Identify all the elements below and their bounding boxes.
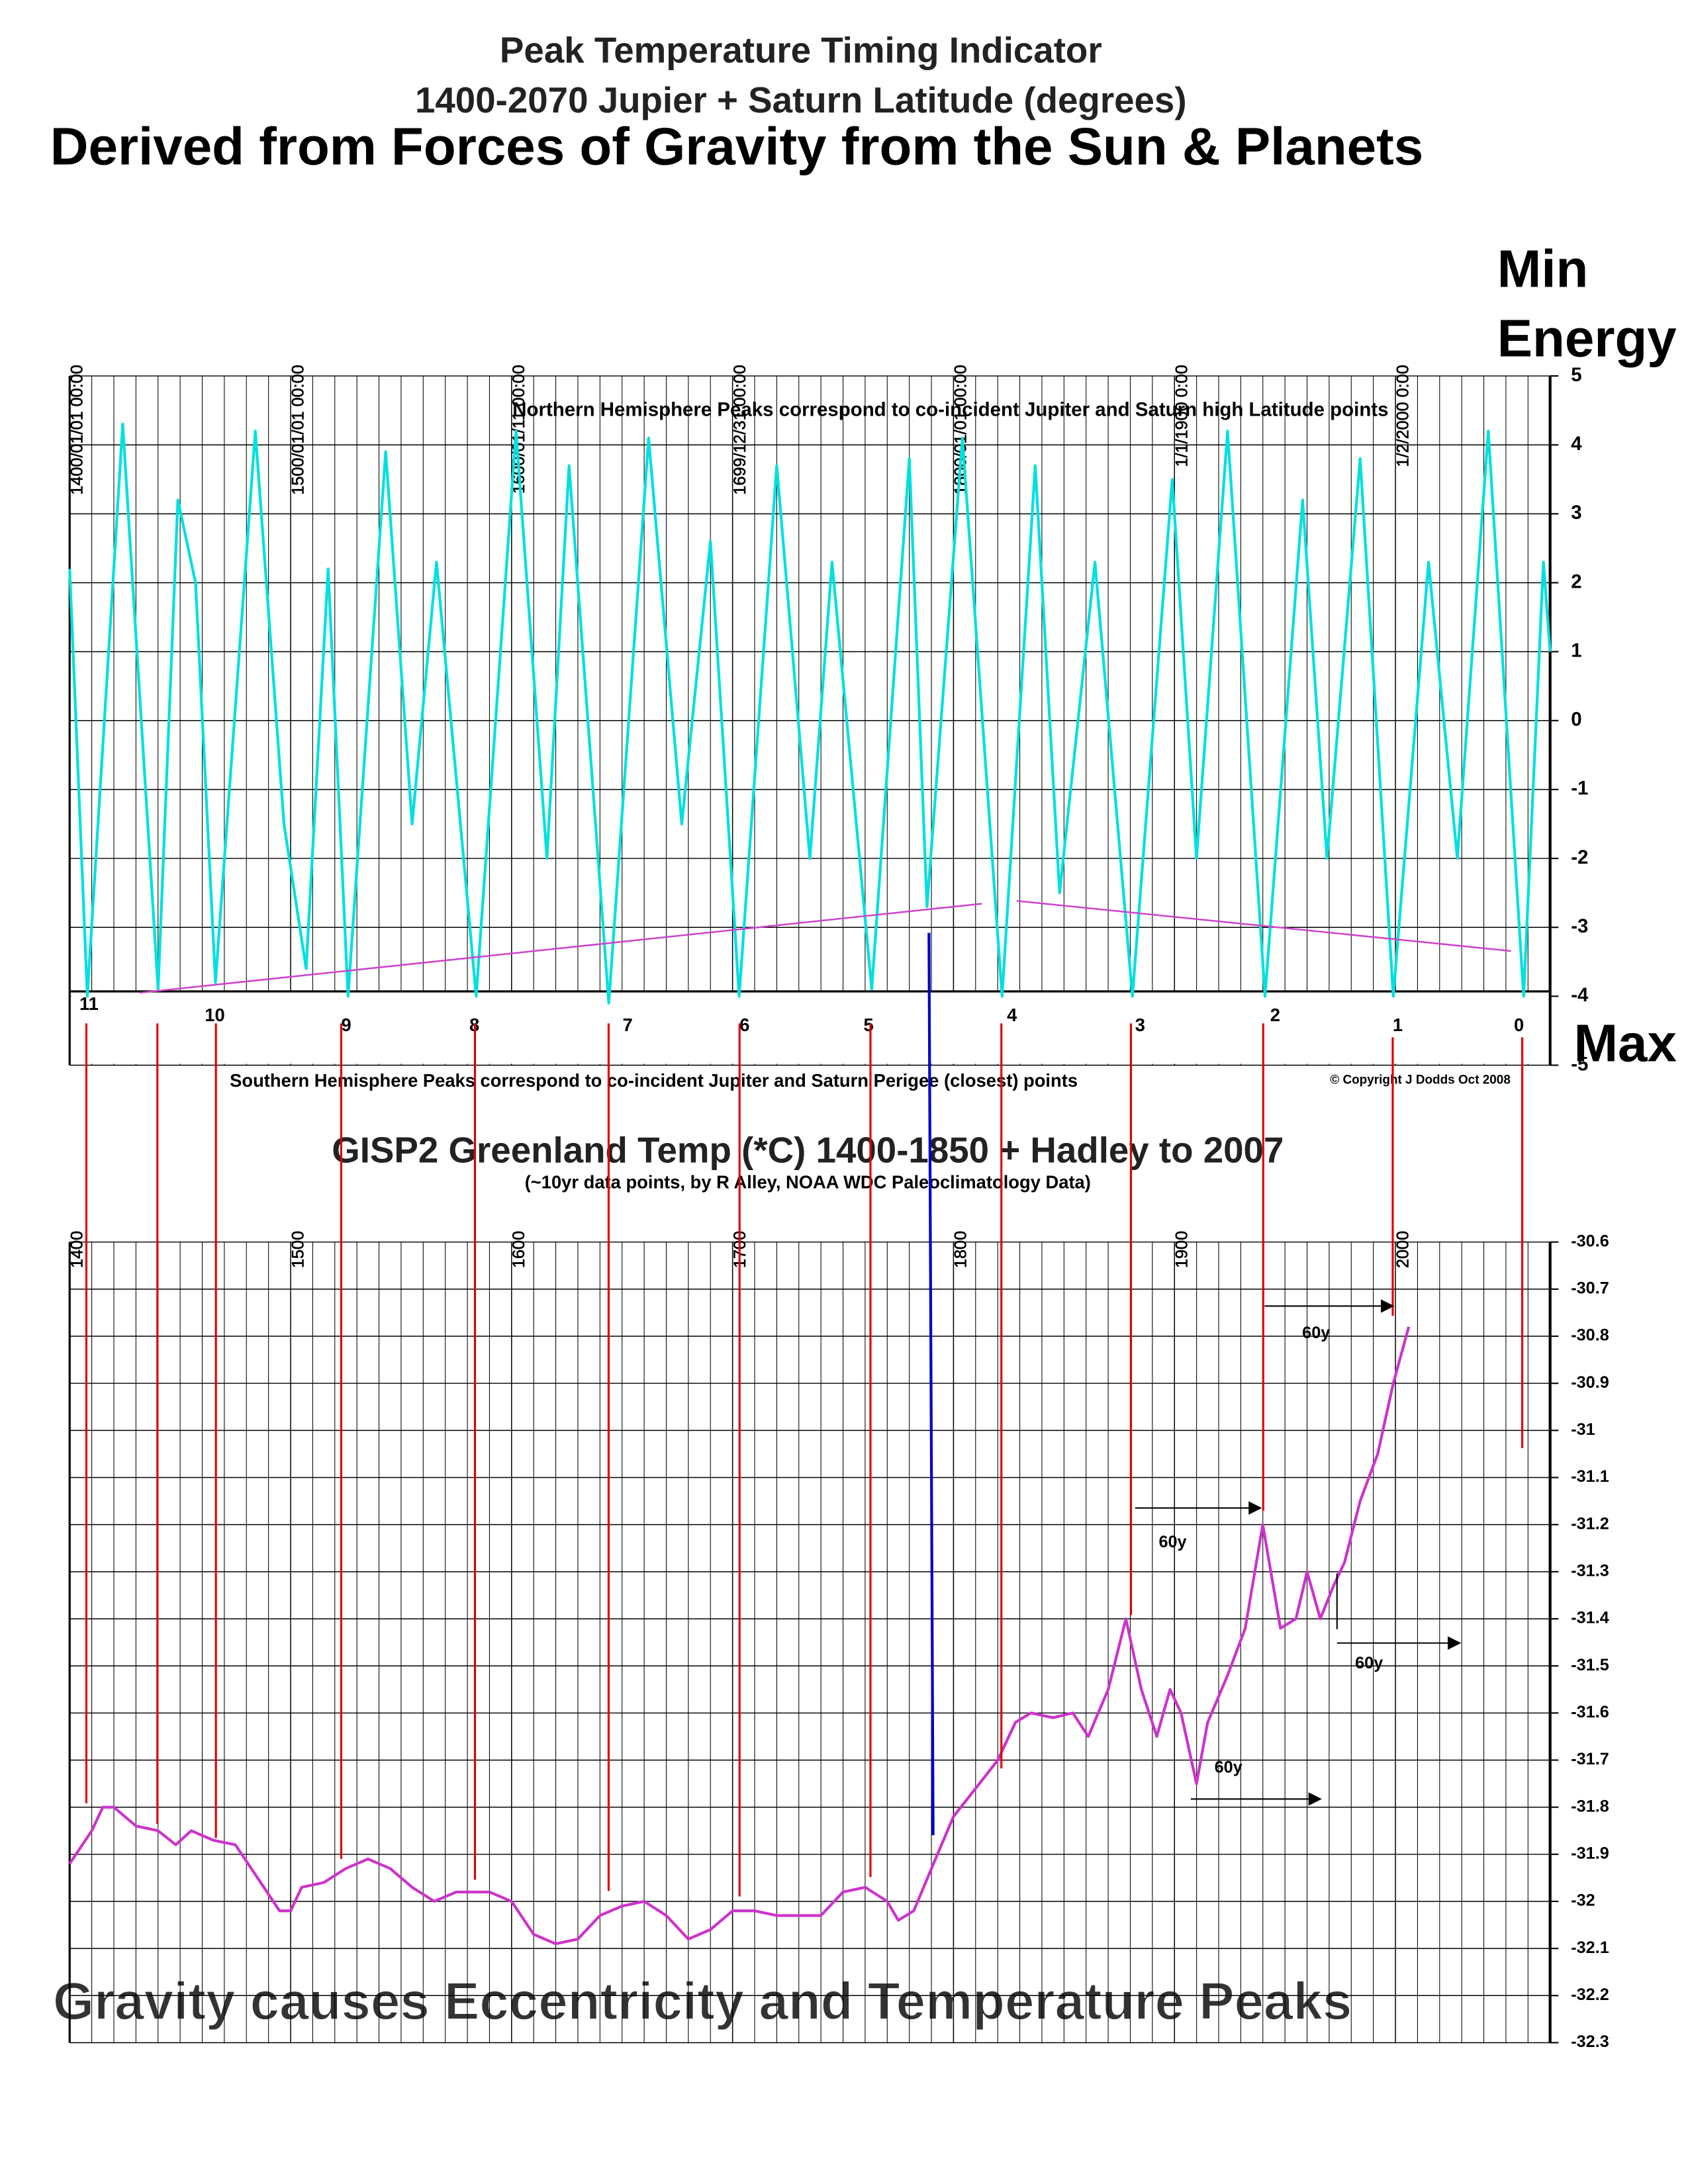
y-tick-label: 0 [1571,709,1581,731]
plot-layer: 1400/01/01 00:00 1500/01/01 00:00 1600/01/… [68,364,1609,2051]
y-tick-label: -4 [1571,984,1589,1006]
y-tick-label: -31.5 [1571,1656,1609,1674]
y-tick-label: -31.3 [1571,1562,1609,1580]
annotation: 60y [1158,1533,1186,1551]
arrow-head [1448,1636,1462,1650]
data-line [68,422,1552,1005]
y-tick-label: -31.9 [1571,1844,1609,1862]
y-tick-label: -30.9 [1571,1373,1609,1392]
x-tick-label: 1400/01/01 00:00 [68,365,87,494]
footer: Gravity causes Eccentricity and Temperat… [53,1972,1352,2030]
annotation: 60y [1302,1324,1330,1342]
y-tick-label: -31.6 [1571,1703,1609,1721]
arrow-head [1248,1501,1262,1515]
y-tick-label: -5 [1571,1053,1588,1075]
y-tick-label: 5 [1571,364,1581,386]
side-label: Min [1497,239,1589,298]
y-tick-label: -3 [1571,915,1588,937]
arrow-head [1381,1299,1395,1313]
y-tick-label: -32 [1571,1891,1595,1910]
y-tick-label: -2 [1571,846,1588,868]
arrow-head [1308,1792,1322,1806]
x-tick-label: 1/1/1900 0:00 [1173,365,1192,467]
trough-label: 4 [1007,1005,1017,1025]
annotation: 60y [1215,1758,1243,1777]
y-tick-label: 2 [1571,570,1581,592]
y-tick-label: 3 [1571,502,1581,523]
subtitle: 1400-2070 Jupier + Saturn Latitude (degr… [415,79,1187,120]
annotation: 60y [1355,1654,1383,1672]
x-tick-label: 1500 [289,1231,307,1268]
arrows [1135,1299,1462,1806]
y-tick-label: -32.3 [1571,2032,1609,2051]
x-tick-label: 1400 [68,1231,87,1268]
y-tick-label: -30.7 [1571,1279,1609,1298]
trough-label: 2 [1270,1005,1280,1025]
data-line [68,1326,1411,1946]
y-tick-label: -31.2 [1571,1514,1609,1533]
y-tick-label: -32.1 [1571,1938,1609,1957]
y-tick-label: 1 [1571,639,1581,661]
y-tick-label: -30.8 [1571,1326,1609,1345]
x-tick-label: 1600 [510,1231,528,1268]
trend-line [139,903,982,994]
x-tick-label: 1900 [1173,1231,1192,1268]
annotation: Northern Hemisphere Peaks correspond to … [512,398,1388,420]
y-tick-label: -31 [1571,1420,1595,1439]
annotation: © Copyright J Dodds Oct 2008 [1330,1073,1511,1087]
trough-label: 11 [79,993,99,1014]
trough-label: 6 [739,1015,749,1035]
trough-label: 9 [341,1015,351,1035]
x-tick-label: 2000 [1393,1231,1412,1268]
y-tick-label: -31.4 [1571,1609,1609,1627]
annotation: Southern Hemisphere Peaks correspond to … [230,1070,1078,1091]
trough-label: 0 [1514,1015,1524,1035]
label-band [71,991,1549,1064]
trend-line [1016,899,1511,952]
heading: Derived from Forces of Gravity from the … [50,116,1423,175]
chart-title: GISP2 Greenland Temp (*C) 1400-1850 + Ha… [332,1129,1284,1170]
side-label: Energy [1497,309,1677,368]
y-tick-label: -32.2 [1571,1985,1609,2004]
x-tick-label: 1800/01/01 00:00 [952,365,970,494]
y-tick-label: -30.6 [1571,1232,1609,1250]
trough-label: 7 [622,1015,632,1035]
x-tick-label: 1699/12/31 00:00 [731,365,749,494]
side-label: Max [1573,1013,1677,1072]
x-tick-label: 1/2/2000 0:00 [1393,365,1412,467]
chart-subtitle: (~10yr data points, by R Alley, NOAA WDC… [525,1172,1091,1193]
marker-line [927,933,935,1835]
trough-label: 1 [1393,1015,1403,1035]
y-tick-label: -31.1 [1571,1467,1609,1486]
y-tick-label: -1 [1571,778,1588,799]
trough-label: 3 [1135,1015,1145,1035]
y-tick-label: -31.8 [1571,1797,1609,1815]
y-tick-label: -31.7 [1571,1750,1609,1768]
trough-label: 5 [863,1015,873,1035]
x-tick-label: 1800 [952,1231,970,1268]
trough-label: 10 [205,1005,224,1025]
y-tick-label: 4 [1571,433,1582,455]
trend-lines [139,899,1511,994]
x-tick-label: 1500/01/01 00:00 [289,365,307,494]
title: Peak Temperature Timing Indicator [500,29,1102,70]
